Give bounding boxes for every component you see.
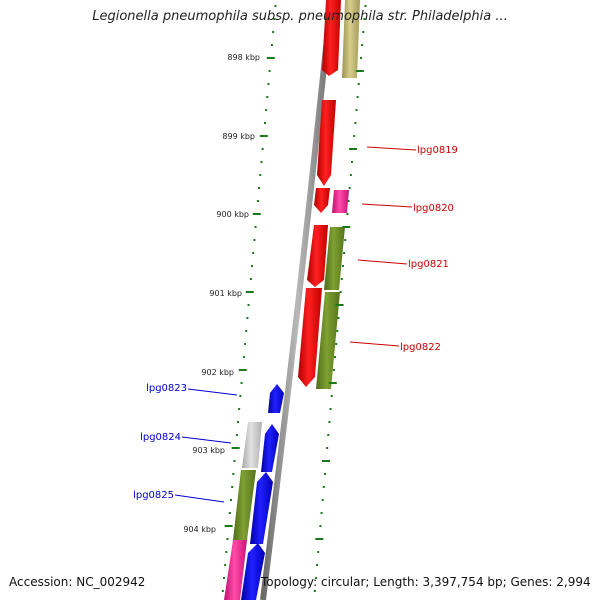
gene-arrow-lpg0822b xyxy=(316,292,340,389)
gene-arrow-lpg0825 xyxy=(250,472,273,544)
gene-label-lpg0820[interactable]: lpg0820 xyxy=(413,203,454,214)
leader-line-lpg0820 xyxy=(361,203,413,208)
scale-label-904: 904 kbp xyxy=(183,525,216,534)
gene-label-lpg0819[interactable]: lpg0819 xyxy=(417,145,458,156)
gene-arrow-lpg0821b xyxy=(324,227,345,290)
gene-arrow-bottom-blue xyxy=(241,543,265,600)
gene-arrow-top-red xyxy=(322,0,341,76)
gene-arrow-lpg0821 xyxy=(307,225,328,287)
gene-arrow-lpg0824b xyxy=(242,422,262,468)
leader-line-lpg0825 xyxy=(174,494,225,503)
gene-label-lpg0825[interactable]: lpg0825 xyxy=(133,490,174,501)
genome-backbone xyxy=(260,0,334,601)
scale-label-900: 900 kbp xyxy=(216,210,249,219)
scale-label-898: 898 kbp xyxy=(227,53,260,62)
gene-arrow-lpg0824 xyxy=(261,424,279,472)
gene-arrow-lpg0823 xyxy=(268,384,284,413)
genome-summary-text: Topology: circular; Length: 3,397,754 bp… xyxy=(261,575,591,589)
genome-title: Legionella pneumophila subsp. pneumophil… xyxy=(92,9,508,24)
scale-label-903: 903 kbp xyxy=(192,446,225,455)
gene-arrow-top-khaki xyxy=(342,0,360,78)
gene-arrow-lpg0820 xyxy=(314,188,330,213)
scale-label-899: 899 kbp xyxy=(222,132,255,141)
gene-label-lpg0823[interactable]: lpg0823 xyxy=(146,383,187,394)
leader-line-lpg0821 xyxy=(357,259,408,265)
leader-line-lpg0824 xyxy=(181,436,232,444)
accession-text: Accession: NC_002942 xyxy=(9,575,146,589)
gene-arrow-lpg0822 xyxy=(298,288,322,387)
scale-ticks xyxy=(221,5,367,592)
gene-label-lpg0821[interactable]: lpg0821 xyxy=(408,259,449,270)
gene-arrow-lpg0820b xyxy=(332,190,349,213)
scale-label-902: 902 kbp xyxy=(201,368,234,377)
scale-label-901: 901 kbp xyxy=(209,289,242,298)
gene-arrow-lpg0825b xyxy=(233,470,256,540)
leader-line-lpg0819 xyxy=(366,146,417,151)
gene-arrow-lpg0819 xyxy=(317,100,336,186)
leader-line-lpg0823 xyxy=(187,388,238,396)
gene-arrow-bottom-magenta xyxy=(224,540,247,600)
leader-line-lpg0822 xyxy=(349,341,400,347)
gene-label-lpg0824[interactable]: lpg0824 xyxy=(140,432,181,443)
gene-label-lpg0822[interactable]: lpg0822 xyxy=(400,342,441,353)
